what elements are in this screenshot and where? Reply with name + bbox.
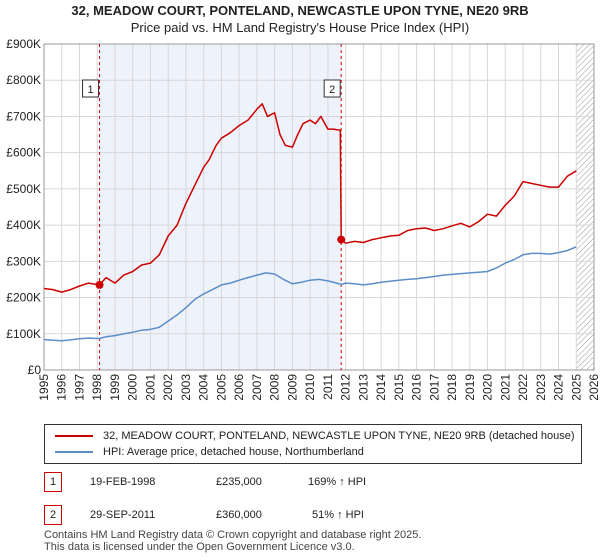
x-tick-label: 2004 bbox=[197, 374, 211, 401]
x-tick-label: 2015 bbox=[392, 374, 406, 401]
x-tick-label: 2014 bbox=[374, 374, 388, 401]
x-tick-label: 1996 bbox=[55, 374, 69, 401]
transaction-number: 1 bbox=[44, 472, 62, 492]
legend-label-hpi: HPI: Average price, detached house, Nort… bbox=[103, 446, 364, 458]
transaction-number: 2 bbox=[44, 505, 62, 525]
x-tick-label: 2000 bbox=[126, 374, 140, 401]
y-tick-label: £500K bbox=[6, 182, 41, 196]
legend-swatch-property bbox=[55, 435, 93, 438]
y-tick-label: £900K bbox=[6, 37, 41, 51]
y-tick-label: £200K bbox=[6, 291, 41, 305]
transaction-price: £235,000 bbox=[216, 476, 262, 488]
x-tick-label: 2022 bbox=[516, 374, 530, 401]
legend-item-property: 32, MEADOW COURT, PONTELAND, NEWCASTLE U… bbox=[55, 428, 575, 444]
footer-line-1: Contains HM Land Registry data © Crown c… bbox=[44, 529, 422, 541]
x-tick-label: 1997 bbox=[72, 374, 86, 401]
y-tick-label: £300K bbox=[6, 254, 41, 268]
x-tick-label: 2010 bbox=[303, 374, 317, 401]
footer-line-2: This data is licensed under the Open Gov… bbox=[44, 541, 355, 553]
x-tick-label: 2002 bbox=[161, 374, 175, 401]
x-tick-label: 1995 bbox=[37, 374, 51, 401]
footer: Contains HM Land Registry data © Crown c… bbox=[44, 529, 421, 553]
x-tick-label: 2018 bbox=[445, 374, 459, 401]
x-tick-label: 1998 bbox=[90, 374, 104, 401]
x-tick-label: 2017 bbox=[427, 374, 441, 401]
y-tick-label: £0 bbox=[28, 363, 42, 377]
x-tick-label: 2020 bbox=[481, 374, 495, 401]
x-tick-label: 2008 bbox=[268, 374, 282, 401]
legend-label-property: 32, MEADOW COURT, PONTELAND, NEWCASTLE U… bbox=[103, 430, 575, 442]
transaction-hpi-change: 169% ↑ HPI bbox=[308, 476, 367, 488]
plot-border bbox=[43, 43, 595, 371]
forecast-hatched-area bbox=[576, 44, 594, 370]
x-tick-label: 2003 bbox=[179, 374, 193, 401]
x-tick-label: 2013 bbox=[356, 374, 370, 401]
x-tick-label: 2006 bbox=[232, 374, 246, 401]
x-tick-label: 2016 bbox=[410, 374, 424, 401]
x-tick-label: 2023 bbox=[534, 374, 548, 401]
transaction-date: 29-SEP-2011 bbox=[90, 509, 156, 521]
transaction-date: 19-FEB-1998 bbox=[90, 476, 156, 488]
legend-swatch-hpi bbox=[55, 451, 93, 454]
x-tick-label: 2005 bbox=[214, 374, 228, 401]
x-tick-label: 2011 bbox=[321, 374, 335, 400]
x-tick-label: 1999 bbox=[108, 374, 122, 401]
transaction-price: £360,000 bbox=[216, 509, 262, 521]
x-tick-label: 2019 bbox=[463, 374, 477, 401]
y-tick-label: £800K bbox=[6, 73, 41, 87]
sale-point bbox=[337, 235, 346, 244]
sale-label-box bbox=[323, 79, 341, 98]
sale-point bbox=[95, 280, 104, 289]
property-price-line bbox=[43, 103, 577, 293]
title-line-1: 32, MEADOW COURT, PONTELAND, NEWCASTLE U… bbox=[71, 3, 529, 18]
legend: 32, MEADOW COURT, PONTELAND, NEWCASTLE U… bbox=[44, 424, 582, 464]
sale-label: 2 bbox=[329, 84, 335, 96]
x-tick-label: 2025 bbox=[569, 374, 583, 401]
y-tick-label: £600K bbox=[6, 146, 41, 160]
sale-label-box bbox=[82, 79, 100, 98]
hpi-line bbox=[43, 246, 577, 342]
shaded-ownership-period bbox=[99, 44, 342, 370]
transaction-hpi-change: 51% ↑ HPI bbox=[312, 509, 364, 521]
price-chart: £0 £100K £200K £300K £400K £500K £600K £700K £80… bbox=[6, 37, 600, 401]
y-tick-label: £100K bbox=[6, 327, 41, 341]
x-tick-label: 2026 bbox=[587, 374, 600, 401]
x-tick-label: 2021 bbox=[498, 374, 512, 401]
x-tick-label: 2009 bbox=[285, 374, 299, 401]
x-tick-label: 2001 bbox=[143, 374, 157, 401]
sale-label: 1 bbox=[87, 84, 93, 96]
title-line-2: Price paid vs. HM Land Registry's House … bbox=[130, 20, 470, 35]
x-tick-label: 2024 bbox=[552, 374, 566, 401]
y-tick-label: £700K bbox=[6, 109, 41, 123]
y-tick-label: £400K bbox=[6, 218, 41, 232]
legend-item-hpi: HPI: Average price, detached house, Nort… bbox=[55, 444, 364, 460]
x-tick-label: 2012 bbox=[339, 374, 353, 401]
x-tick-label: 2007 bbox=[250, 374, 264, 401]
chart-title: 32, MEADOW COURT, PONTELAND, NEWCASTLE U… bbox=[0, 2, 600, 36]
